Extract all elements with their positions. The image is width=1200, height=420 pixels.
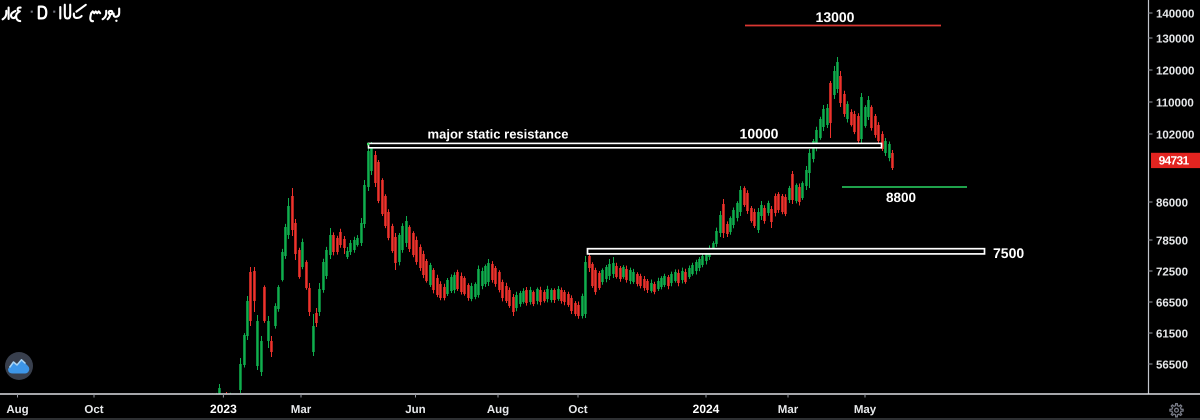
svg-text:2023: 2023 bbox=[210, 402, 237, 416]
svg-text:72500: 72500 bbox=[1156, 267, 1188, 279]
svg-text:Jun: Jun bbox=[405, 404, 425, 416]
svg-text:66500: 66500 bbox=[1156, 298, 1188, 310]
svg-text:61500: 61500 bbox=[1156, 329, 1188, 341]
svg-text:120000: 120000 bbox=[1156, 66, 1194, 78]
svg-text:13000: 13000 bbox=[816, 9, 855, 25]
svg-text:78500: 78500 bbox=[1156, 236, 1188, 248]
svg-text:8800: 8800 bbox=[886, 190, 916, 205]
svg-text:86000: 86000 bbox=[1156, 198, 1188, 210]
svg-text:Mar: Mar bbox=[778, 404, 799, 416]
svg-text:Oct: Oct bbox=[568, 404, 587, 416]
svg-text:Mar: Mar bbox=[291, 404, 312, 416]
svg-text:140000: 140000 bbox=[1156, 9, 1194, 21]
svg-text:110000: 110000 bbox=[1156, 98, 1194, 110]
svg-text:major static resistance: major static resistance bbox=[428, 127, 569, 142]
svg-text:56500: 56500 bbox=[1156, 360, 1188, 372]
svg-text:Aug: Aug bbox=[487, 404, 509, 416]
svg-text:94731: 94731 bbox=[1159, 154, 1190, 168]
svg-text:Aug: Aug bbox=[6, 404, 28, 416]
svg-text:May: May bbox=[854, 404, 877, 416]
svg-text:2024: 2024 bbox=[693, 402, 720, 416]
svg-text:102000: 102000 bbox=[1156, 130, 1194, 142]
svg-text:7500: 7500 bbox=[993, 245, 1024, 261]
svg-text:10000: 10000 bbox=[740, 126, 779, 142]
svg-text:Oct: Oct bbox=[84, 404, 103, 416]
svg-text:130000: 130000 bbox=[1156, 34, 1194, 46]
